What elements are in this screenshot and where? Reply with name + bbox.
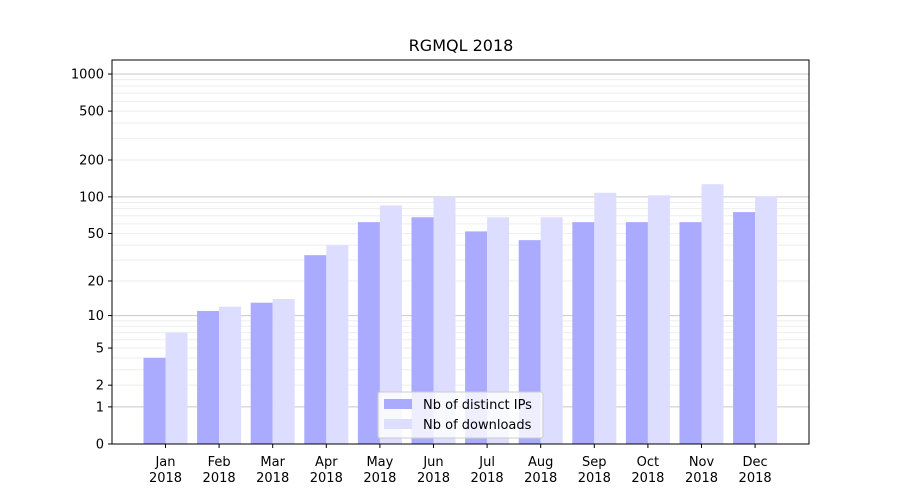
- legend-swatch: [384, 419, 412, 429]
- y-tick-label: 20: [87, 274, 104, 289]
- bar-distinct-ips: [572, 222, 595, 444]
- x-tick-label: May 2018: [363, 455, 396, 486]
- bar-downloads: [326, 245, 349, 444]
- y-tick-label: 1: [96, 400, 104, 415]
- y-tick-label: 50: [87, 227, 104, 242]
- bar-downloads: [755, 196, 778, 444]
- bar-distinct-ips: [411, 217, 434, 444]
- x-tick-label: Sep 2018: [578, 455, 611, 486]
- x-tick-label: Jun 2018: [417, 455, 450, 486]
- bar-distinct-ips: [679, 222, 702, 444]
- y-tick-label: 100: [79, 190, 104, 205]
- y-tick-label: 1000: [71, 68, 104, 83]
- y-axis-ticks: 0 1 2 5 10 20 50 100 200 500 1000: [71, 68, 112, 453]
- bar-distinct-ips: [733, 212, 756, 444]
- y-tick-label: 200: [79, 154, 104, 169]
- bar-downloads: [272, 298, 295, 444]
- x-tick-label: Dec 2018: [739, 455, 772, 486]
- legend-swatch: [384, 399, 412, 409]
- bar-distinct-ips: [304, 255, 327, 444]
- bar-distinct-ips: [357, 222, 380, 444]
- y-tick-label: 2: [96, 379, 104, 394]
- x-tick-label: Oct 2018: [631, 455, 664, 486]
- x-tick-label: Aug 2018: [524, 455, 557, 486]
- bar-downloads: [165, 332, 188, 444]
- x-tick-label: Mar 2018: [256, 455, 289, 486]
- bar-downloads: [594, 192, 617, 444]
- y-tick-label: 0: [96, 438, 104, 453]
- x-tick-label: Jul 2018: [471, 455, 504, 486]
- y-tick-label: 500: [79, 105, 104, 120]
- x-tick-label: Nov 2018: [685, 455, 718, 486]
- chart-title: RGMQL 2018: [409, 36, 514, 55]
- x-tick-label: Apr 2018: [310, 455, 343, 486]
- legend-label: Nb of downloads: [423, 418, 532, 433]
- bar-downloads: [647, 195, 670, 444]
- bar-downloads: [487, 217, 510, 444]
- bar-downloads: [540, 217, 563, 444]
- plot-area-frame: [111, 59, 810, 445]
- bar-distinct-ips: [143, 357, 166, 444]
- x-axis-ticks: Jan 2018 Feb 2018 Mar 2018 Apr 2018 May 2018 Jun 20…: [149, 444, 772, 486]
- x-tick-label: Jan 2018: [149, 455, 182, 486]
- bar-distinct-ips: [197, 310, 220, 444]
- legend-box: [377, 391, 544, 439]
- y-tick-label: 10: [87, 309, 104, 324]
- bar-downloads: [433, 196, 456, 444]
- bar-downloads: [219, 306, 242, 444]
- bar-downloads: [379, 205, 402, 444]
- bar-distinct-ips: [250, 302, 273, 444]
- x-tick-label: Feb 2018: [203, 455, 236, 486]
- bar-distinct-ips: [625, 222, 648, 444]
- bar-downloads: [701, 184, 724, 445]
- legend-label: Nb of distinct IPs: [423, 398, 532, 413]
- bar-distinct-ips: [465, 231, 488, 444]
- y-tick-label: 5: [96, 342, 104, 357]
- legend: Nb of distinct IPs Nb of downloads: [377, 391, 544, 439]
